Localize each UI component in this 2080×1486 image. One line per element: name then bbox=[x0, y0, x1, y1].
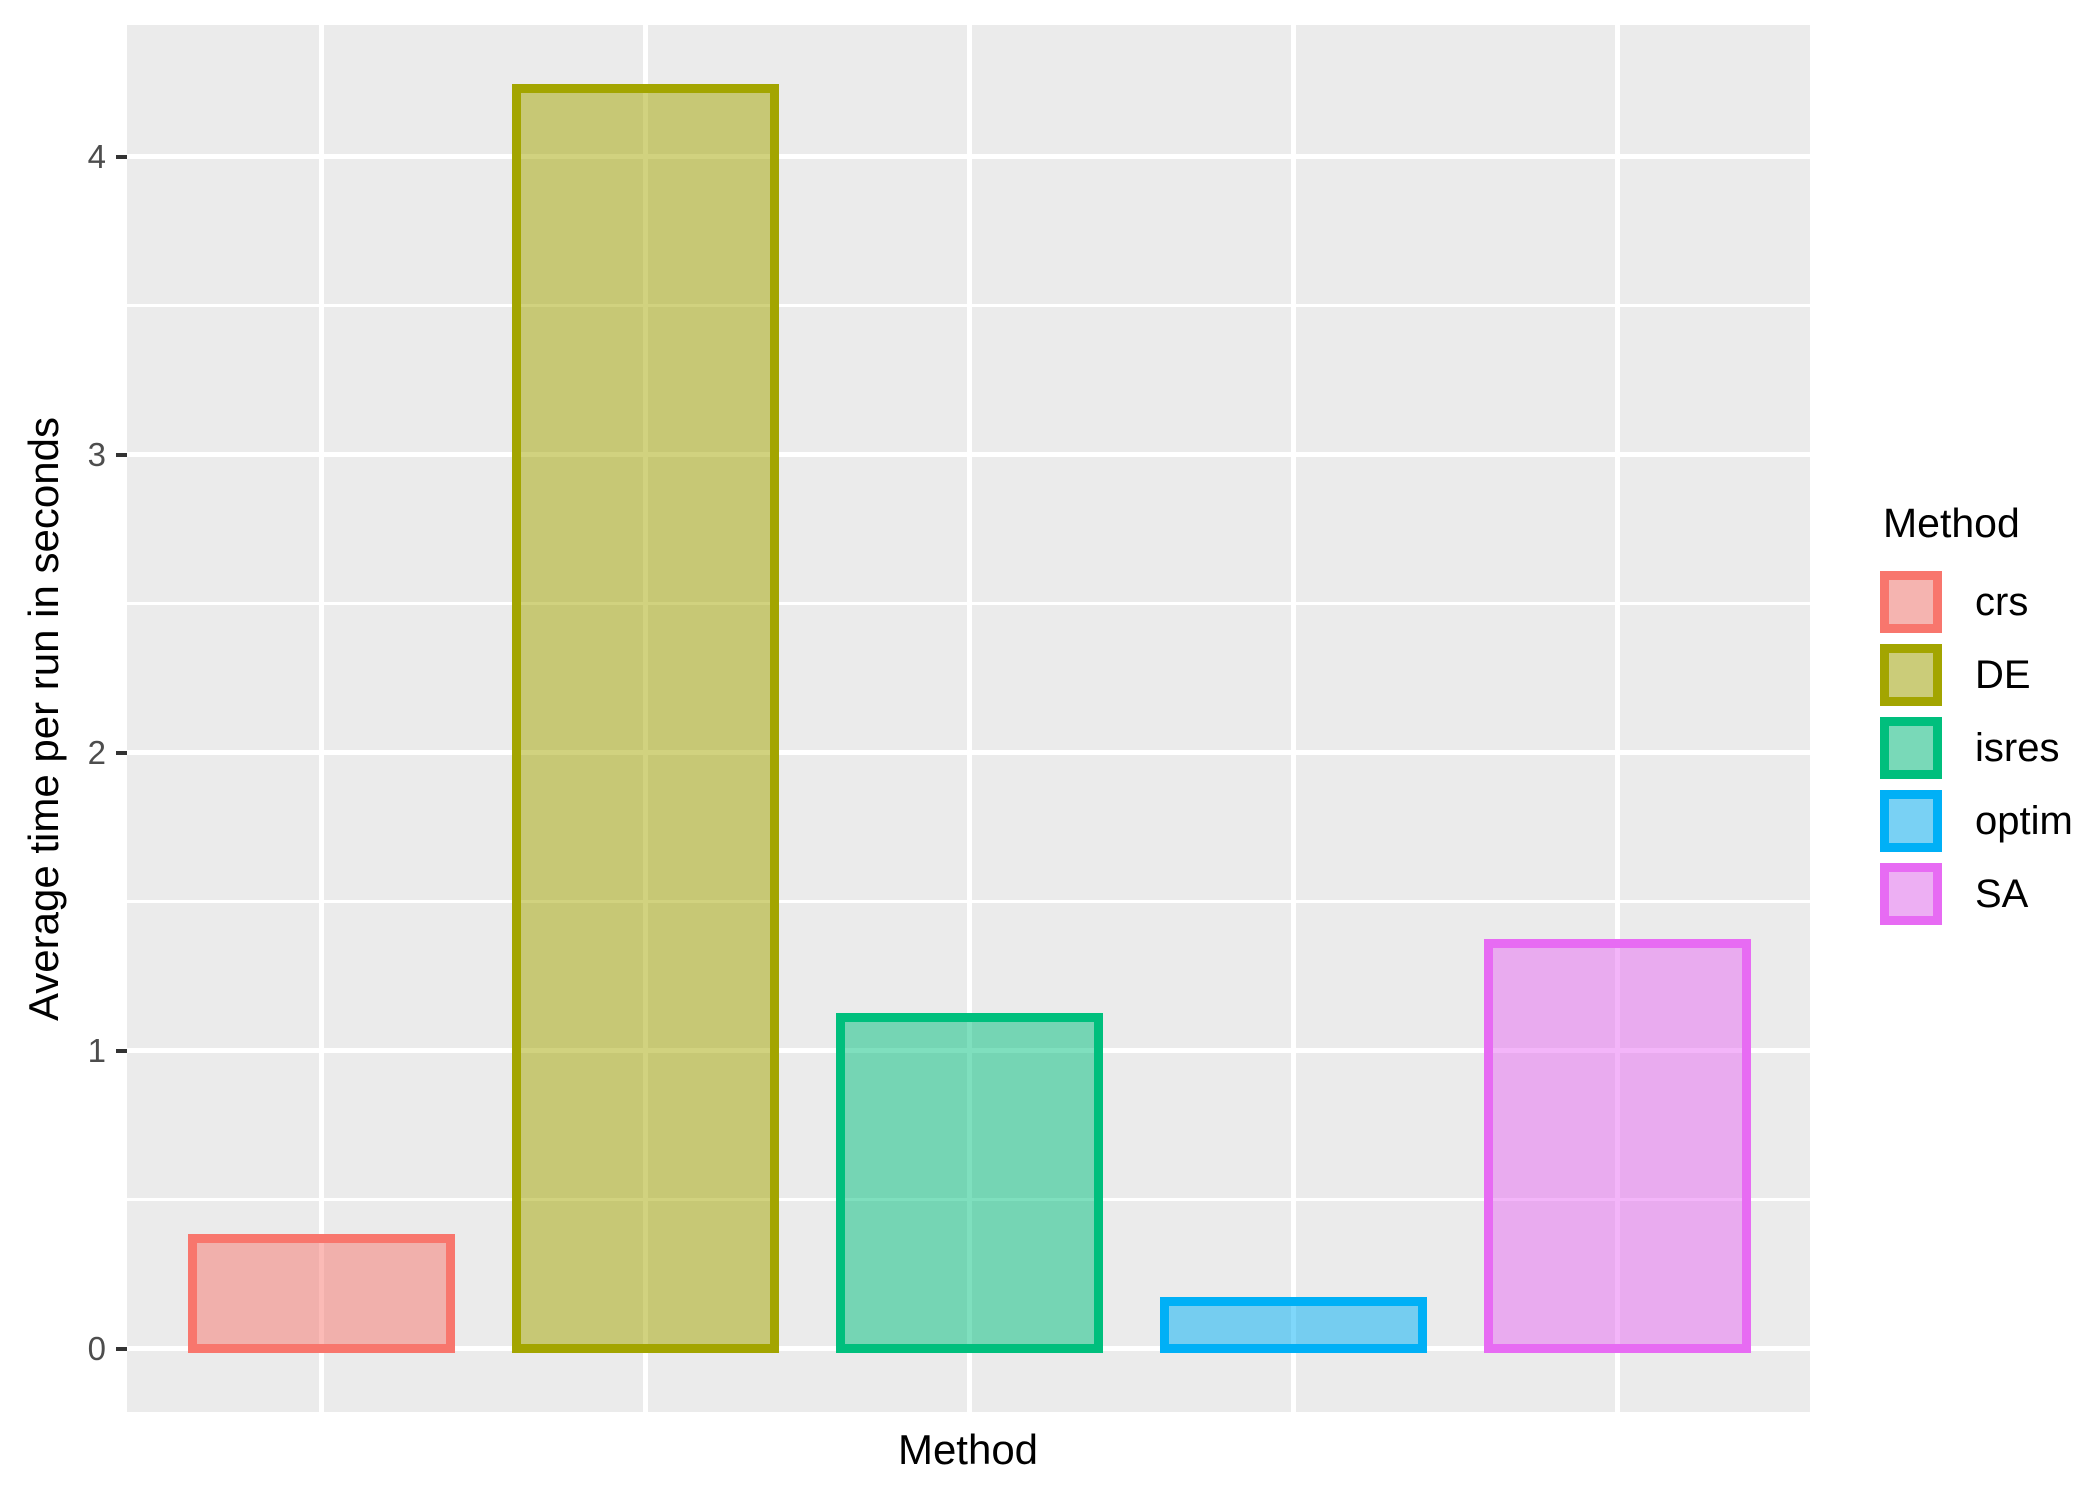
gridline-major-x bbox=[1614, 25, 1620, 1412]
legend-title: Method bbox=[1883, 500, 2020, 546]
y-tick-label: 1 bbox=[87, 1031, 106, 1069]
bar-crs bbox=[187, 1233, 455, 1354]
y-tick-label: 3 bbox=[87, 435, 106, 473]
legend-key-swatch bbox=[1880, 717, 1942, 779]
legend-key-swatch bbox=[1880, 790, 1942, 852]
y-tick-mark bbox=[116, 750, 127, 755]
bar-SA bbox=[1483, 938, 1751, 1354]
gridline-major-x bbox=[966, 25, 972, 1412]
y-tick-label: 0 bbox=[87, 1329, 106, 1367]
legend-key-swatch bbox=[1880, 644, 1942, 706]
gridline-major-x bbox=[318, 25, 324, 1412]
legend-item-SA: SA bbox=[1880, 863, 2073, 925]
y-tick-mark bbox=[116, 452, 127, 457]
legend-item-isres: isres bbox=[1880, 717, 2073, 779]
legend-item-label: DE bbox=[1975, 653, 2031, 697]
y-tick-mark bbox=[116, 1346, 127, 1351]
y-axis-title-wrap: Average time per run in seconds bbox=[8, 25, 80, 1412]
legend-item-label: optim bbox=[1975, 799, 2073, 843]
legend: Method crs DE isres optim SA bbox=[1880, 500, 2073, 936]
plot-panel bbox=[127, 25, 1810, 1412]
legend-items: crs DE isres optim SA bbox=[1880, 571, 2073, 925]
legend-item-crs: crs bbox=[1880, 571, 2073, 633]
y-tick-mark bbox=[116, 1048, 127, 1053]
legend-item-optim: optim bbox=[1880, 790, 2073, 852]
y-tick-mark bbox=[116, 154, 127, 159]
gridline-major-x bbox=[1290, 25, 1296, 1412]
y-tick-label: 4 bbox=[87, 137, 106, 175]
legend-item-DE: DE bbox=[1880, 644, 2073, 706]
y-tick-label: 2 bbox=[87, 733, 106, 771]
legend-item-label: isres bbox=[1975, 726, 2060, 770]
legend-item-label: SA bbox=[1975, 872, 2029, 916]
bar-DE bbox=[511, 83, 779, 1354]
legend-key-swatch bbox=[1880, 571, 1942, 633]
bar-isres bbox=[835, 1013, 1103, 1354]
y-axis-title: Average time per run in seconds bbox=[20, 416, 67, 1021]
bar-optim bbox=[1159, 1296, 1427, 1354]
legend-item-label: crs bbox=[1975, 580, 2029, 624]
legend-key-swatch bbox=[1880, 863, 1942, 925]
x-axis-title: Method bbox=[897, 1426, 1039, 1473]
